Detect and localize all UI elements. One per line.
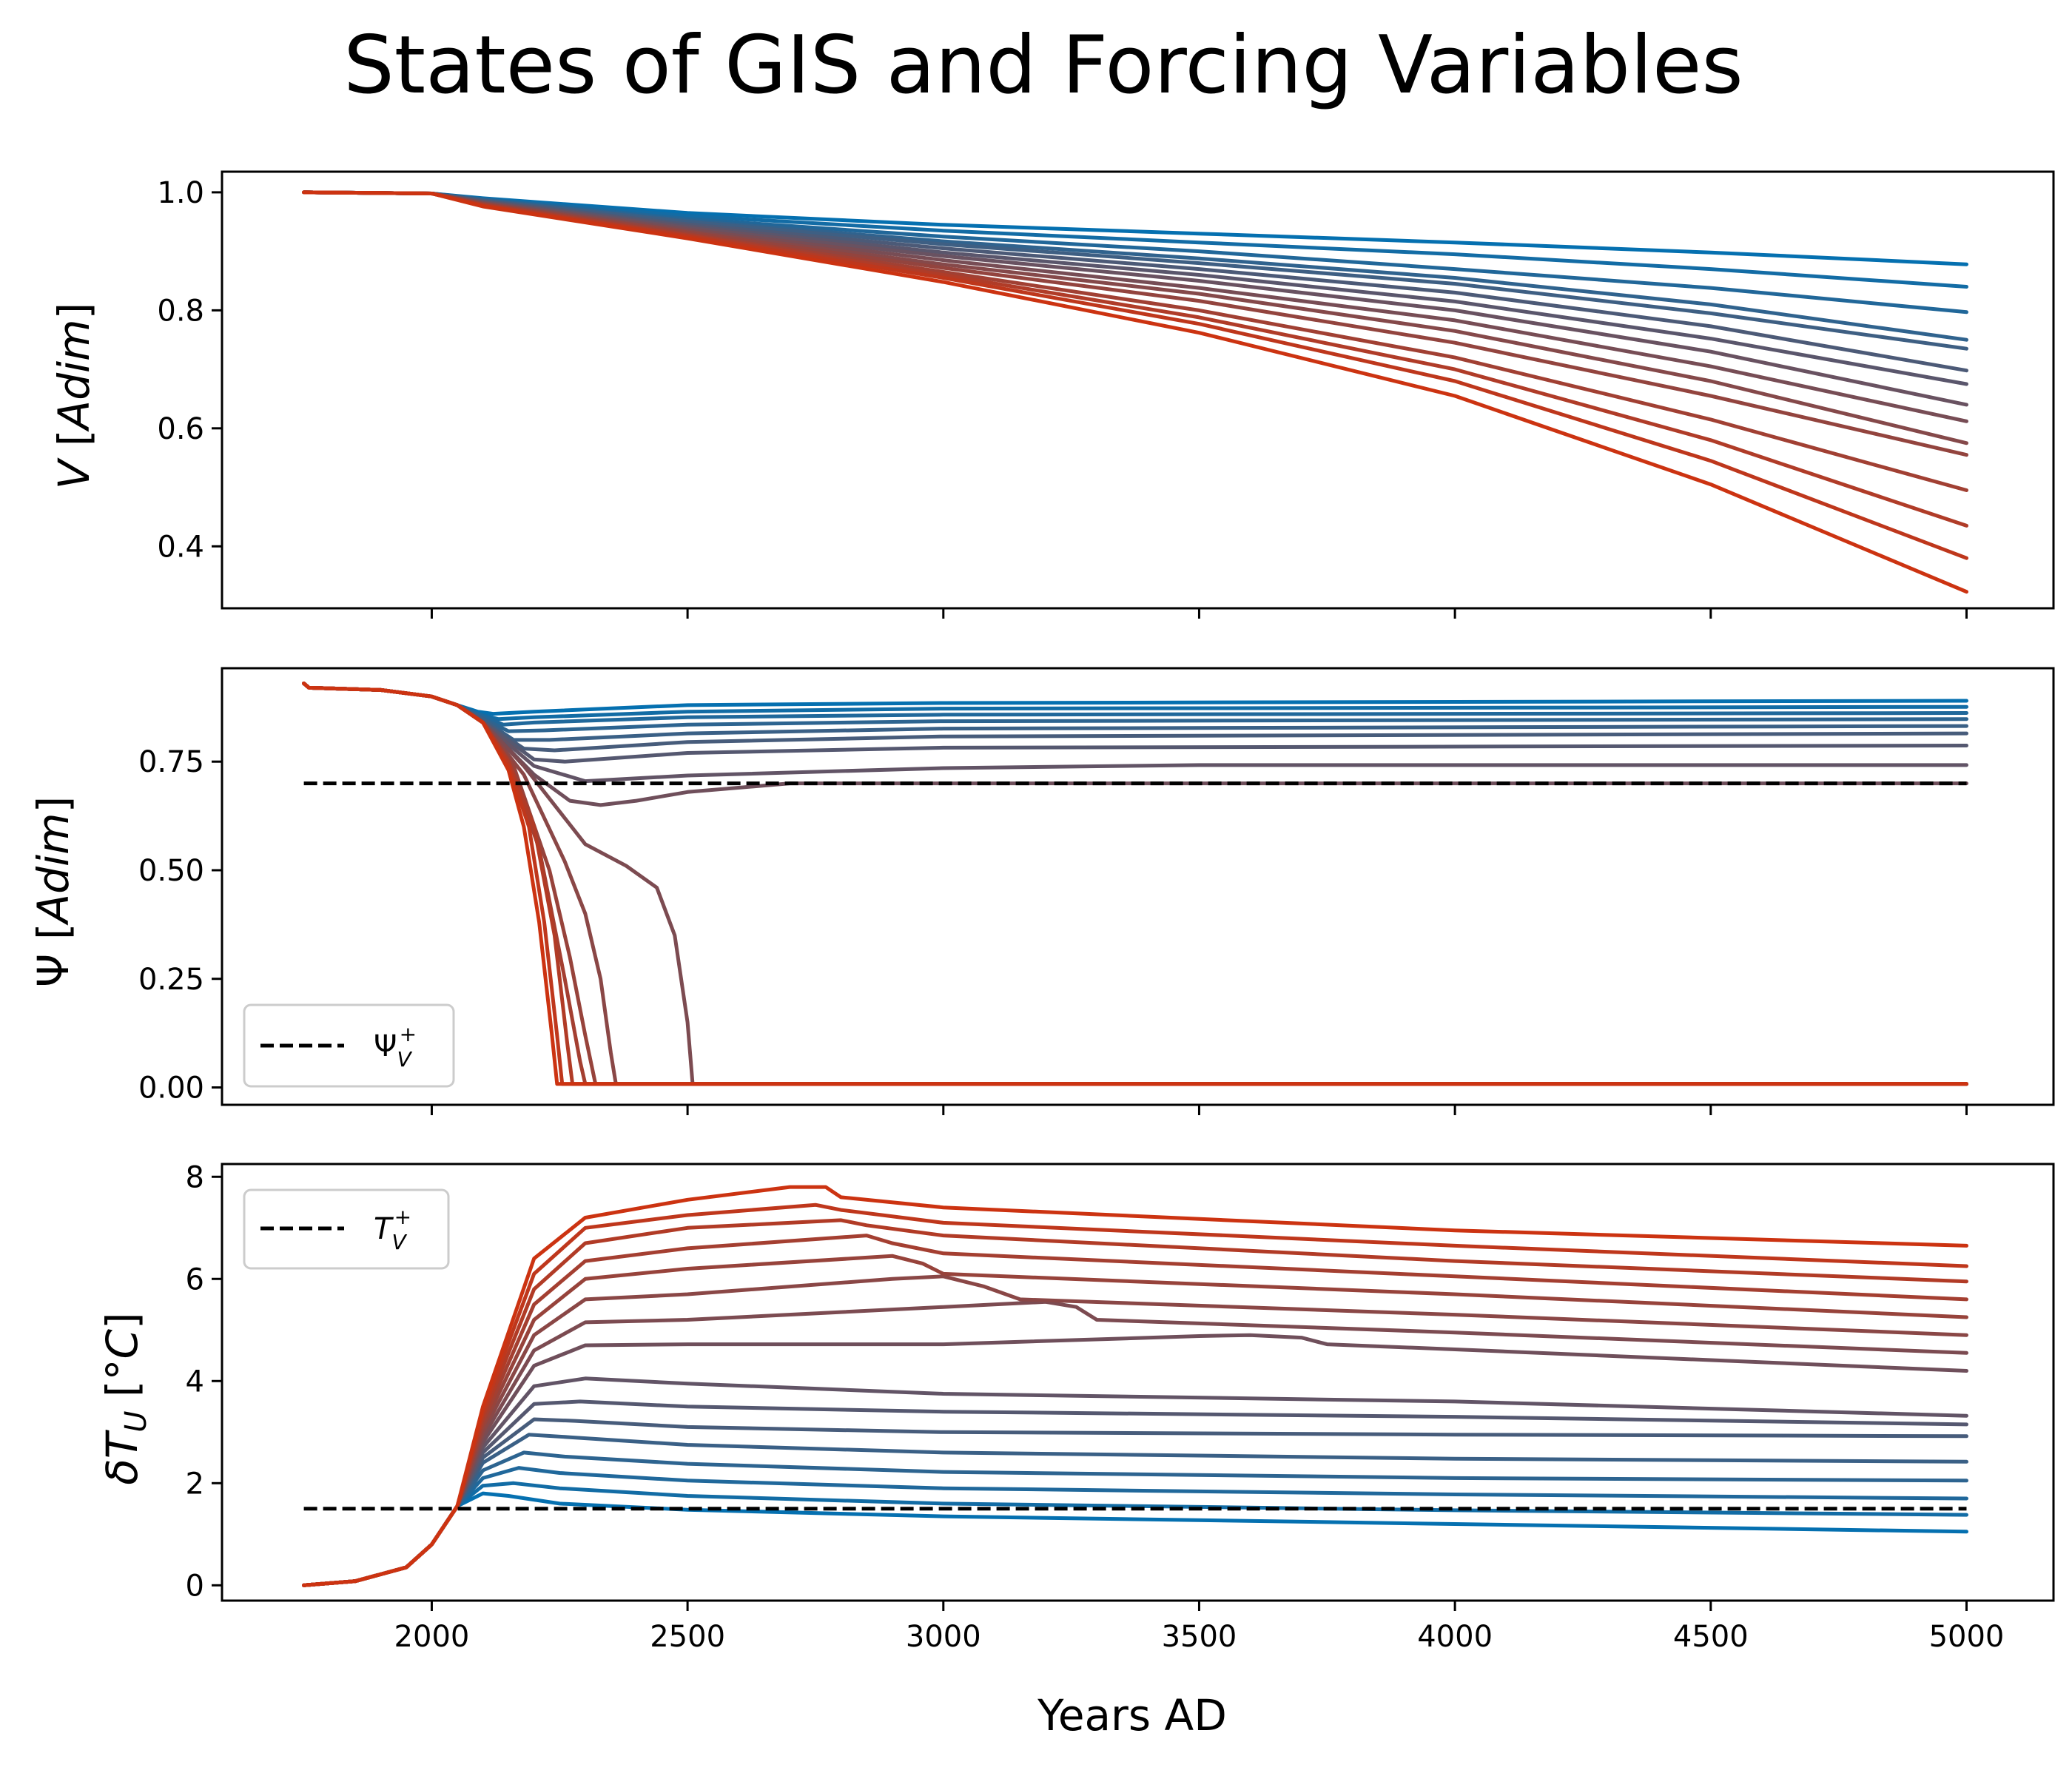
temperature-ytick-label: 8 [186, 1160, 204, 1194]
psi-legend-frame [243, 1003, 455, 1088]
psi-ytick-label: 0.25 [138, 963, 204, 997]
psi-axes-frame [221, 667, 2055, 1106]
volume-ytick-label: 1.0 [157, 176, 204, 210]
x-axis-label: Years AD [1037, 1690, 1227, 1740]
temperature-ytick-label: 2 [186, 1467, 204, 1501]
psi-line-run-16 [302, 682, 1968, 1086]
temperature-xtick-label: 3000 [906, 1620, 981, 1654]
temperature-axes-frame [221, 1163, 2055, 1602]
volume-line-run-15 [302, 190, 1968, 594]
psi-panel: 0.00 0.25 0.50 0.75 [138, 667, 2055, 1115]
temperature-xtick-label: 4500 [1673, 1620, 1749, 1654]
temperature-xtick-label: 2500 [650, 1620, 725, 1654]
temperature-xtick-label: 3500 [1162, 1620, 1237, 1654]
volume-ylabel: V [Adim] [49, 303, 99, 490]
psi-ytick-label: 0.50 [138, 854, 204, 888]
temperature-ytick-label: 4 [186, 1365, 204, 1399]
temperature-legend-frame [243, 1188, 450, 1270]
temperature-xtick-label: 2000 [394, 1620, 470, 1654]
temperature-ylabel: δTU [°C] [97, 1312, 153, 1484]
temperature-ytick-label: 0 [186, 1569, 204, 1603]
psi-ytick-label: 0.75 [138, 745, 204, 779]
temperature-xtick-label: 5000 [1929, 1620, 2005, 1654]
volume-ytick-label: 0.6 [157, 412, 204, 446]
psi-legend: ΨV+ [243, 1003, 455, 1088]
temperature-legend-label: TV+ [374, 1205, 411, 1254]
volume-panel: 0.4 0.6 0.8 1.0 [157, 170, 2055, 619]
temperature-legend: TV+ [243, 1188, 450, 1270]
psi-legend-label: ΨV+ [374, 1022, 417, 1072]
figure-title: States of GIS and Forcing Variables [343, 19, 1743, 112]
psi-ylabel: Ψ [Adim] [28, 796, 78, 987]
temperature-xtick-label: 4000 [1417, 1620, 1493, 1654]
volume-ytick-label: 0.8 [157, 294, 204, 328]
temperature-line-run-16 [302, 1185, 1968, 1587]
temperature-ytick-label: 6 [186, 1262, 204, 1296]
volume-axes-frame [221, 170, 2055, 610]
psi-ytick-label: 0.00 [138, 1072, 204, 1106]
temperature-panel: 2000 2500 3000 3500 4000 4500 5000 0 2 4 6 8 [186, 1160, 2055, 1654]
volume-ytick-label: 0.4 [157, 530, 204, 564]
